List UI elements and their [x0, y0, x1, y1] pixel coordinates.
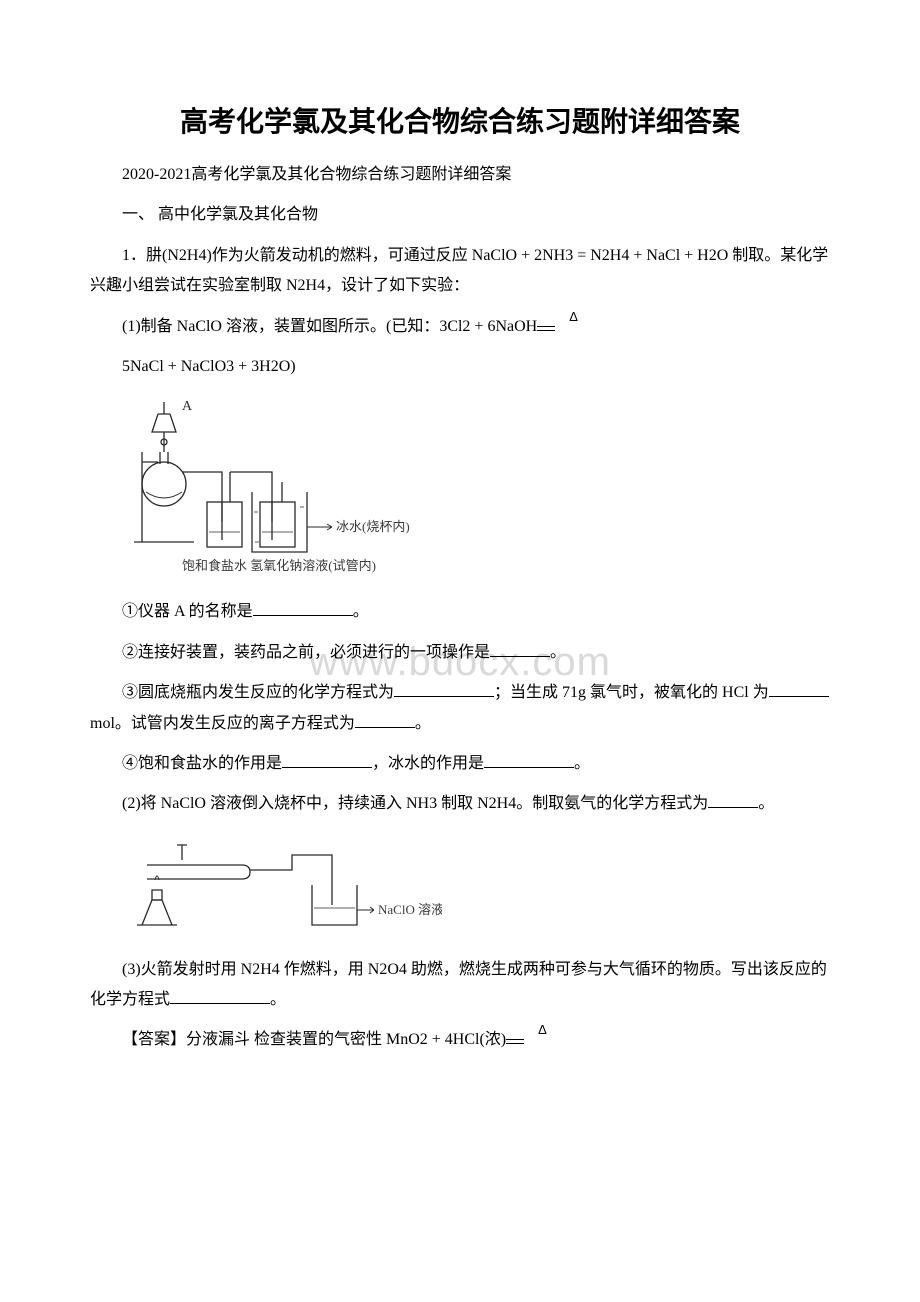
fig1-caption-ice: 冰水(烧杯内) [336, 519, 410, 534]
q1-part3: (3)火箭发射时用 N2H4 作燃料，用 N2O4 助燃，燃烧生成两种可参与大气… [90, 955, 830, 1016]
fig1-label-a: A [182, 399, 193, 414]
blank [253, 599, 353, 616]
q1-part2: (2)将 NaClO 溶液倒入烧杯中，持续通入 NH3 制取 N2H4。制取氨气… [90, 789, 830, 819]
q1-sub1: ①仪器 A 的名称是 。 [90, 597, 830, 627]
q1-part1-line-b: 5NaCl + NaClO3 + 3H2O) [90, 352, 830, 382]
q1-sub3: ③圆底烧瓶内发生反应的化学方程式为 ；当生成 71g 氯气时，被氧化的 HCl 为… [90, 678, 830, 739]
q1-s4-end: 。 [574, 755, 590, 772]
blank [355, 711, 415, 728]
answer-line: 【答案】分液漏斗 检查装置的气密性 MnO2 + 4HCl(浓)Δ [90, 1025, 830, 1055]
figure-1: A 冰水(烧杯内) 饱和食盐水 氢氧化钠溶液(试管内) [122, 392, 830, 587]
q1-s3a-text: ③圆底烧瓶内发生反应的化学方程式为 [122, 684, 394, 701]
document-title: 高考化学氯及其化合物综合练习题附详细答案 [90, 100, 830, 140]
blank [769, 680, 829, 697]
answer-text: 【答案】分液漏斗 检查装置的气密性 MnO2 + 4HCl(浓) [122, 1031, 506, 1048]
q1-s4b-text: ，冰水的作用是 [372, 755, 484, 772]
fig1-caption-bottom: 饱和食盐水 氢氧化钠溶液(试管内) [182, 558, 376, 573]
q1-1a-text: (1)制备 NaClO 溶液，装置如图所示。(已知：3Cl2 + 6NaOH [122, 318, 537, 335]
blank [282, 751, 372, 768]
q1-s2-text: ②连接好装置，装药品之前，必须进行的一项操作是 [122, 644, 490, 661]
blank [170, 987, 270, 1004]
subtitle-line: 2020-2021高考化学氯及其化合物综合练习题附详细答案 [90, 160, 830, 190]
title-text: 高考化学氯及其化合物综合练习题附详细答案 [180, 106, 740, 137]
blank [708, 791, 758, 808]
blank [484, 751, 574, 768]
q1-sub4: ④饱和食盐水的作用是 ，冰水的作用是 。 [90, 749, 830, 779]
q1-s4a-text: ④饱和食盐水的作用是 [122, 755, 282, 772]
q1-part1-line-a: (1)制备 NaClO 溶液，装置如图所示。(已知：3Cl2 + 6NaOHΔ [90, 312, 830, 342]
q1-s3-end: 。 [415, 715, 431, 732]
question-1-intro: 1．肼(N2H4)作为火箭发动机的燃料，可通过反应 NaClO + 2NH3 =… [90, 241, 830, 302]
q1-s3b-text: ；当生成 71g 氯气时，被氧化的 HCl 为 [494, 684, 769, 701]
fig2-caption: NaClO 溶液 [378, 902, 442, 917]
q1-s1-end: 。 [353, 603, 369, 620]
heat-equals-symbol: Δ [506, 1037, 524, 1044]
q1-2-end: 。 [758, 795, 774, 812]
q1-3-end: 。 [270, 991, 286, 1008]
q1-s3c-text: mol。试管内发生反应的离子方程式为 [90, 715, 355, 732]
heat-equals-symbol: Δ [537, 324, 555, 331]
blank [394, 680, 494, 697]
blank [490, 640, 550, 657]
q1-s2-end: 。 [550, 644, 566, 661]
q1-2a-text: (2)将 NaClO 溶液倒入烧杯中，持续通入 NH3 制取 N2H4。制取氨气… [122, 795, 708, 812]
figure-2: NaClO 溶液 [122, 830, 830, 945]
q1-sub2: ②连接好装置，装药品之前，必须进行的一项操作是 。 [90, 638, 830, 668]
q1-s1-text: ①仪器 A 的名称是 [122, 603, 253, 620]
section-heading: 一、 高中化学氯及其化合物 [90, 200, 830, 230]
